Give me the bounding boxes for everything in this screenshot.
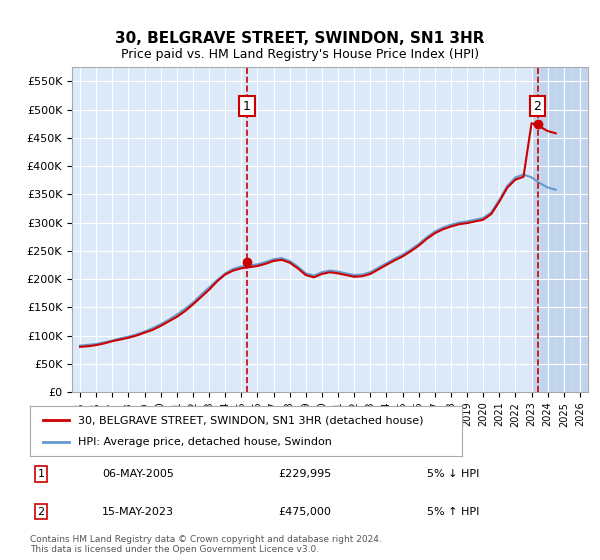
Text: 30, BELGRAVE STREET, SWINDON, SN1 3HR (detached house): 30, BELGRAVE STREET, SWINDON, SN1 3HR (d… <box>77 415 423 425</box>
Text: £229,995: £229,995 <box>278 469 332 479</box>
Text: 5% ↑ HPI: 5% ↑ HPI <box>427 507 480 517</box>
Text: Contains HM Land Registry data © Crown copyright and database right 2024.
This d: Contains HM Land Registry data © Crown c… <box>30 535 382 554</box>
Text: 1: 1 <box>38 469 44 479</box>
Text: 30, BELGRAVE STREET, SWINDON, SN1 3HR: 30, BELGRAVE STREET, SWINDON, SN1 3HR <box>115 31 485 46</box>
Text: Price paid vs. HM Land Registry's House Price Index (HPI): Price paid vs. HM Land Registry's House … <box>121 48 479 60</box>
Text: 1: 1 <box>243 100 251 113</box>
Text: £475,000: £475,000 <box>278 507 331 517</box>
Text: 2: 2 <box>533 100 541 113</box>
Text: 06-MAY-2005: 06-MAY-2005 <box>102 469 173 479</box>
Text: 2: 2 <box>37 507 44 517</box>
Text: 15-MAY-2023: 15-MAY-2023 <box>102 507 174 517</box>
Text: 5% ↓ HPI: 5% ↓ HPI <box>427 469 480 479</box>
Text: HPI: Average price, detached house, Swindon: HPI: Average price, detached house, Swin… <box>77 437 331 447</box>
